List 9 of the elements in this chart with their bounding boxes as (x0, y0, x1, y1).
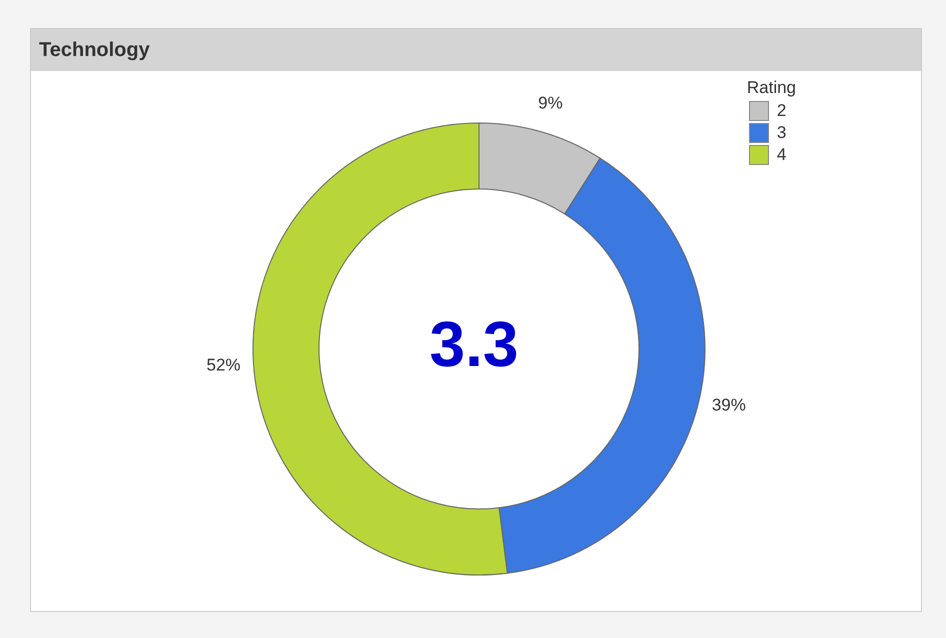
legend-title: Rating (746, 78, 796, 98)
text: 3.3 (430, 308, 518, 380)
data-label: 9% (538, 94, 563, 113)
chart-title: Technology (31, 29, 921, 71)
data-label: 39% (712, 395, 746, 414)
legend-label: 2 (776, 101, 786, 121)
legend-label: 4 (776, 145, 786, 165)
legend-label: 3 (776, 123, 786, 143)
data-label: 52% (206, 356, 241, 375)
